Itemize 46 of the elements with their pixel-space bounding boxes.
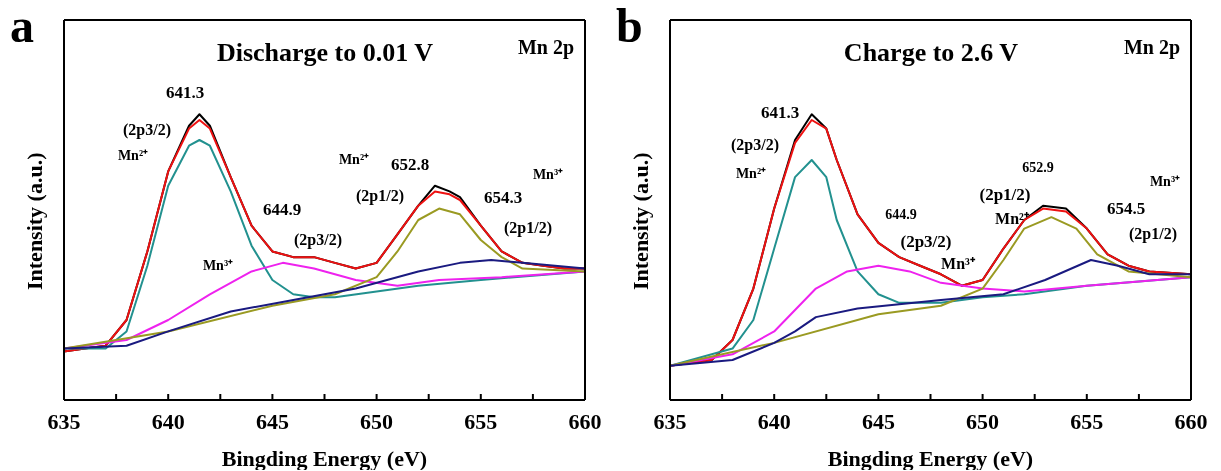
annotation: (2p1/2) bbox=[504, 219, 552, 237]
annotation: 644.9 bbox=[262, 199, 302, 220]
y-axis-title: Intensity (a.u.) bbox=[21, 152, 47, 290]
x-tick-label: 655 bbox=[464, 408, 498, 434]
x-tick-label: 645 bbox=[861, 408, 895, 434]
text: b bbox=[616, 0, 643, 52]
annotation: Mn²⁺ bbox=[117, 148, 149, 164]
annotation: 652.9 bbox=[1022, 160, 1054, 176]
chart-title: Discharge to 0.01 V bbox=[216, 38, 434, 67]
x-tick-label: 645 bbox=[255, 408, 289, 434]
annotation: 644.9 bbox=[885, 207, 917, 223]
annotation: Mn³⁺ bbox=[941, 255, 975, 273]
x-tick-label: 640 bbox=[151, 408, 185, 434]
x-tick-label: 660 bbox=[1174, 408, 1208, 434]
annotation: (2p1/2) bbox=[1129, 225, 1177, 243]
annotation: 652.8 bbox=[390, 154, 430, 175]
annotation: (2p3/2) bbox=[294, 231, 342, 249]
annotation: Mn²⁺ bbox=[995, 210, 1029, 228]
annotation: (2p3/2) bbox=[731, 136, 779, 154]
annotation: (2p1/2) bbox=[356, 187, 404, 205]
x-tick-label: 650 bbox=[966, 408, 1000, 434]
x-tick-label: 660 bbox=[568, 408, 602, 434]
x-tick-label: 650 bbox=[360, 408, 394, 434]
annotation: Mn²⁺ bbox=[735, 166, 767, 182]
x-axis-title: Bingding Energy (eV) bbox=[221, 446, 428, 471]
annotation: Mn³⁺ bbox=[202, 258, 234, 274]
text: Mn 2p bbox=[1123, 36, 1180, 59]
y-axis-title: Intensity (a.u.) bbox=[627, 152, 653, 290]
x-axis-title: Bingding Energy (eV) bbox=[827, 446, 1034, 471]
chart-title: Charge to 2.6 V bbox=[843, 38, 1019, 67]
text: Mn 2p bbox=[517, 36, 574, 59]
x-tick-label: 635 bbox=[653, 408, 687, 434]
x-tick-label: 655 bbox=[1070, 408, 1104, 434]
annotation: (2p1/2) bbox=[979, 184, 1031, 205]
annotation: Mn²⁺ bbox=[338, 152, 370, 168]
x-tick-label: 640 bbox=[757, 408, 791, 434]
text: 641.3 bbox=[165, 82, 205, 103]
annotation: 641.3 bbox=[760, 102, 800, 123]
text: a bbox=[10, 0, 34, 52]
annotation: Mn³⁺ bbox=[532, 167, 564, 183]
annotation: 654.3 bbox=[483, 187, 523, 208]
annotation: (2p3/2) bbox=[123, 121, 171, 139]
annotation: Mn³⁺ bbox=[1149, 174, 1181, 190]
annotation: (2p3/2) bbox=[900, 231, 952, 252]
annotation: 654.5 bbox=[1106, 198, 1146, 219]
x-tick-label: 635 bbox=[47, 408, 81, 434]
